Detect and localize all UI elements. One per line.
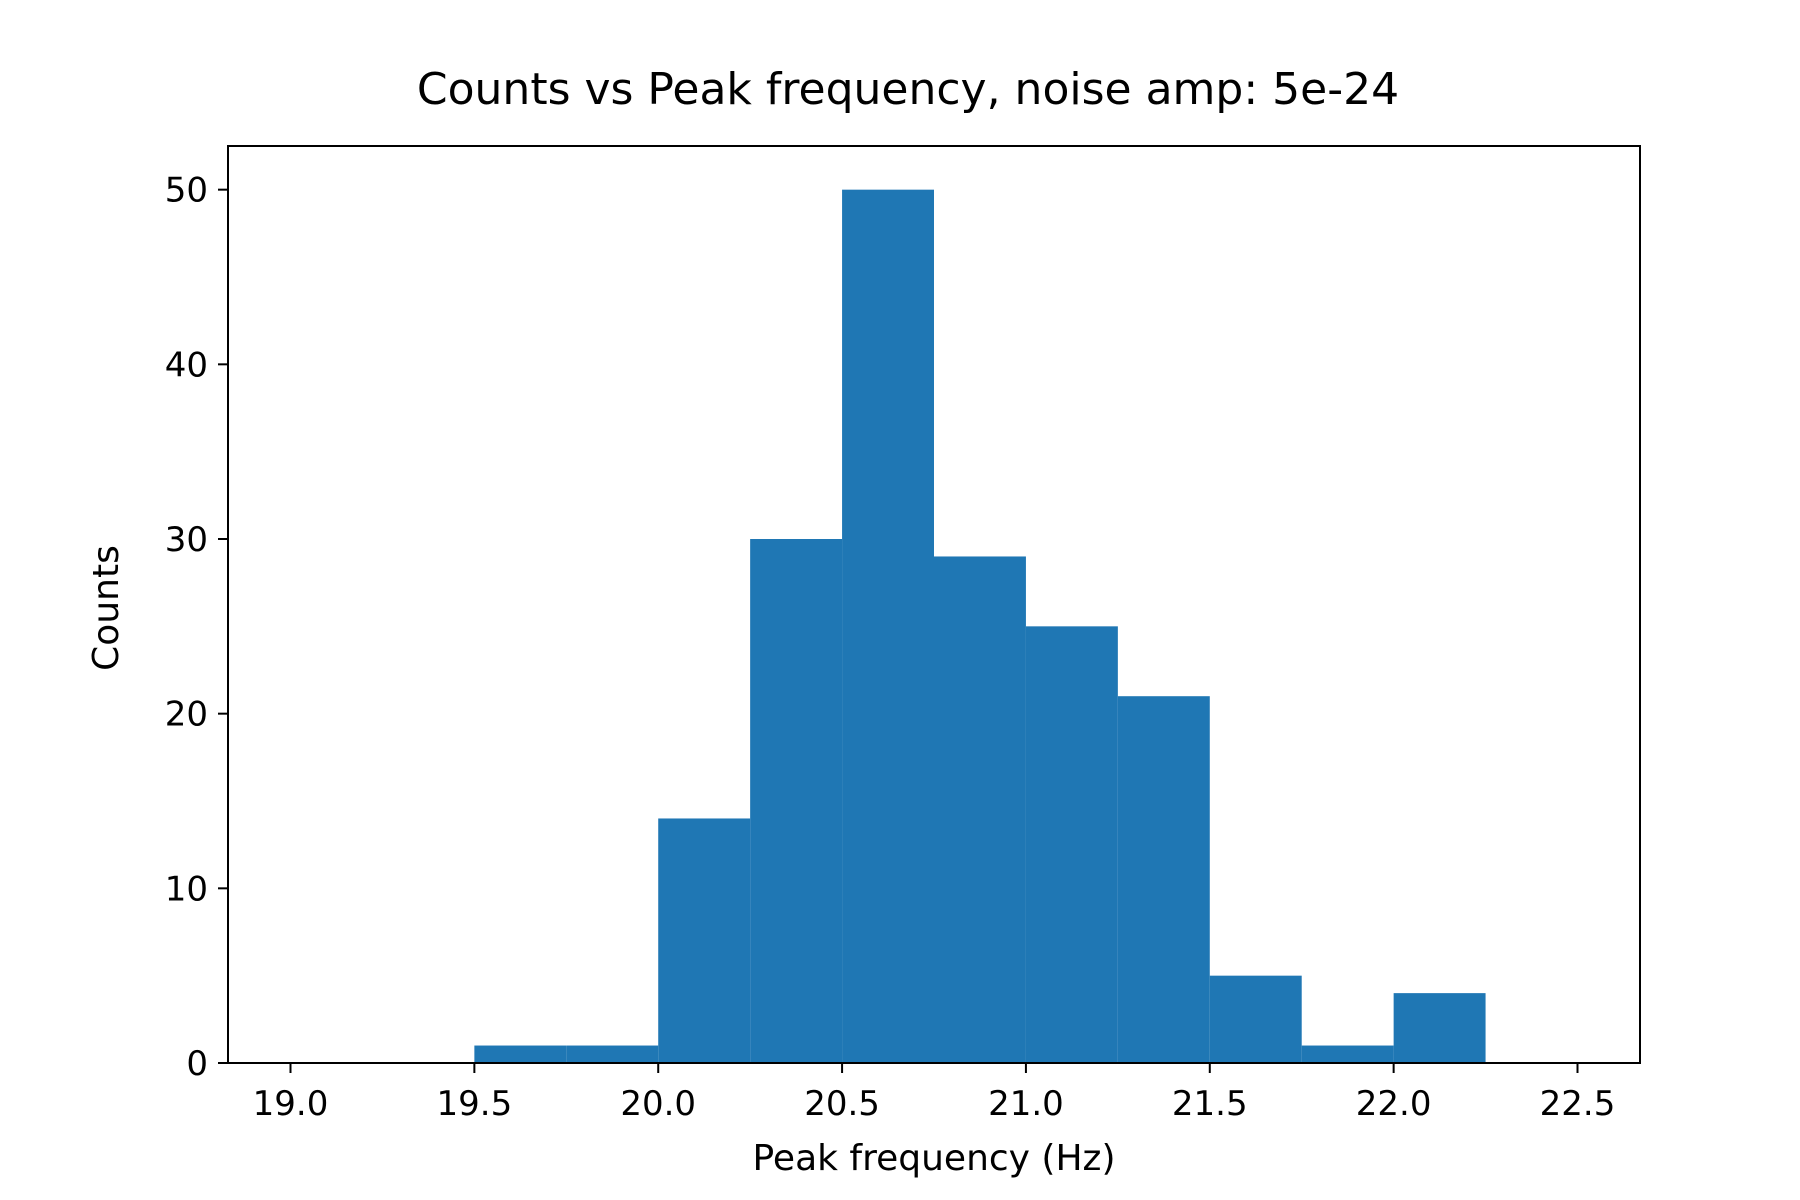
histogram-bar-9 bbox=[1209, 975, 1302, 1063]
y-tick-label: 0 bbox=[186, 1044, 208, 1084]
histogram-bar-7 bbox=[1025, 626, 1118, 1063]
y-axis-ticks: 0 10 20 30 40 50 bbox=[165, 171, 228, 1084]
x-tick-label: 20.5 bbox=[804, 1084, 880, 1124]
bars-layer bbox=[474, 189, 1486, 1063]
y-tick-label: 40 bbox=[165, 345, 208, 385]
histogram-bar-4 bbox=[750, 539, 843, 1063]
x-tick-label: 20.0 bbox=[620, 1084, 696, 1124]
y-tick-label: 30 bbox=[165, 520, 208, 560]
y-tick-label: 20 bbox=[165, 695, 208, 735]
x-tick-label: 19.5 bbox=[437, 1084, 513, 1124]
histogram-bar-6 bbox=[934, 556, 1026, 1063]
x-axis-ticks: 19.0 19.5 20.0 20.5 21.0 21.5 22.0 22.5 bbox=[253, 1063, 1616, 1124]
x-tick-label: 22.5 bbox=[1540, 1084, 1616, 1124]
x-tick-label: 21.5 bbox=[1172, 1084, 1248, 1124]
y-tick-label: 50 bbox=[165, 171, 208, 211]
histogram-bar-5 bbox=[842, 189, 934, 1063]
x-tick-label: 19.0 bbox=[253, 1084, 329, 1124]
y-axis-label: Counts bbox=[86, 545, 127, 671]
histogram-bar-11 bbox=[1393, 993, 1486, 1063]
histogram-bar-10 bbox=[1301, 1045, 1394, 1063]
x-axis-label: Peak frequency (Hz) bbox=[753, 1138, 1116, 1179]
chart-title: Counts vs Peak frequency, noise amp: 5e-… bbox=[417, 64, 1399, 115]
y-tick-label: 10 bbox=[165, 869, 208, 909]
x-tick-label: 21.0 bbox=[988, 1084, 1064, 1124]
histogram-bar-3 bbox=[658, 818, 751, 1063]
histogram-bar-1 bbox=[474, 1045, 567, 1063]
histogram-bar-8 bbox=[1117, 696, 1210, 1063]
x-tick-label: 22.0 bbox=[1356, 1084, 1432, 1124]
plot-area-frame bbox=[227, 145, 1641, 1064]
histogram-bar-2 bbox=[566, 1045, 659, 1063]
